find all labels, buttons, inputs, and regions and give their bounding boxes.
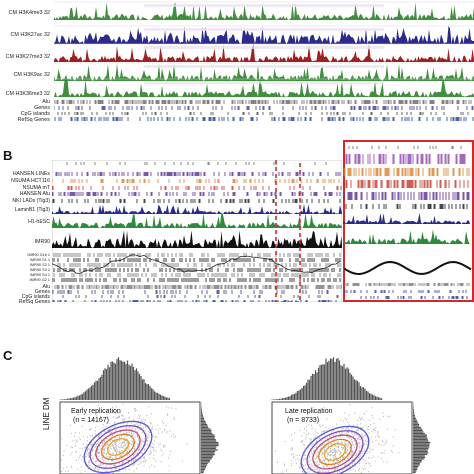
left-scatter-contour-3: [95, 429, 141, 465]
right-side-histogram: [413, 401, 431, 474]
lads-track: [52, 199, 341, 203]
alu-b-track: [54, 285, 342, 289]
zoom-mt: [345, 180, 469, 188]
hct116-track: [52, 179, 340, 183]
panel-a-tracks: [54, 1, 474, 121]
plot-left-title: Early replication: [71, 408, 121, 415]
laminb1-signal: [52, 204, 342, 214]
track-label-5: CM H3K36me3 32: [5, 91, 50, 97]
track-caption-band-3: [144, 46, 384, 49]
left-top-histogram: [59, 357, 171, 400]
panel-b-label-16: Genes: [34, 289, 50, 295]
mt-track: [52, 186, 342, 190]
left-scatter-contour-1: [83, 420, 153, 474]
panel-b-label-1: HANSEN LINEs: [12, 171, 50, 177]
lines-track: [55, 172, 341, 176]
right-scatter-contour-5: [323, 443, 347, 461]
panel-b-label-7: H1-hESC: [28, 219, 50, 225]
repli-row-5: [53, 273, 341, 277]
panel-c-letter: C: [3, 348, 13, 363]
right-scatter-frame: [271, 401, 413, 474]
panel-b-label-6: LaminB1 (Tig3): [14, 207, 50, 213]
highlight-region-box: [275, 160, 301, 302]
annot-label-refseq: RefSq Genes: [17, 117, 50, 123]
zoom-lines: [345, 154, 466, 164]
panel-b-label-17: CpG islands: [21, 294, 50, 300]
ruler-ticks: [66, 162, 327, 165]
annot-label-genes: Genes: [34, 105, 50, 111]
refseq-b-track: [52, 300, 337, 302]
panel-b: HANSEN LINEs NSUMA HCT116 NSUMA mT HANSEN A…: [0, 140, 474, 310]
cpg-track: [57, 112, 469, 115]
track-signal-2: [54, 26, 474, 44]
left-side-histogram: [201, 401, 219, 474]
panel-b-label-4: HANSEN Alu: [19, 191, 50, 197]
panel-b-label-14: IMR90 G2 1: [29, 278, 50, 282]
zoom-lads: [345, 204, 468, 209]
refseq-track: [54, 117, 474, 121]
panel-b-letter: B: [3, 148, 13, 163]
genes-b-track: [52, 290, 329, 294]
h1-hesc-signal: [52, 212, 342, 228]
panel-b-label-13: IMR90 S4 1: [29, 273, 50, 277]
zoom-alu2: [344, 283, 470, 286]
zoom-alu: [343, 192, 470, 200]
right-scatter-contour-1: [300, 425, 370, 474]
track-signal-1: [54, 2, 474, 21]
repli-row-4: [53, 268, 341, 272]
track-label-1: CM H3K4me3 32: [8, 10, 50, 16]
track-caption-band-2: [144, 28, 384, 31]
panel-b-browser: [52, 160, 342, 302]
genes-track: [54, 106, 474, 110]
alu-hansen-track: [52, 192, 341, 196]
zoom-genes: [344, 290, 467, 293]
panel-b-label-18: RefSq Genes: [18, 299, 50, 305]
plot-right-n: (n = 8733): [287, 417, 320, 424]
zoom-refseq: [360, 296, 468, 299]
track-caption-band-5: [144, 81, 384, 84]
track-label-2: CM H3K27ac 32: [10, 32, 50, 38]
panel-b-label-9: IMR90 G1b 1: [27, 253, 50, 257]
right-scatter-contour-2: [306, 430, 364, 474]
panel-b-label-11: IMR90 S2 1: [29, 263, 50, 267]
plot-right-title: Late replication: [285, 408, 333, 415]
left-scatter-contour-2: [89, 425, 147, 469]
panel-b-label-12: IMR90 S3 1: [29, 268, 50, 272]
zoom-hesc: [343, 229, 470, 244]
plot-left-n: (n = 14167): [73, 417, 109, 424]
zoom-imr90-wave: [344, 260, 472, 275]
right-scatter-contour-3: [312, 434, 358, 470]
track-caption-band-1: [144, 4, 384, 7]
track-caption-band-4: [144, 65, 384, 68]
annot-label-alu: Alu: [42, 99, 50, 105]
panel-c-scatter-plots: [59, 357, 431, 474]
alu-track: [54, 100, 472, 104]
right-scatter-contour-4: [318, 438, 352, 466]
repli-wave: [52, 254, 341, 274]
left-scatter-contour-5: [106, 438, 130, 456]
panel-b-label-3: NSUMA mT: [22, 185, 50, 191]
zoom-ruler: [348, 146, 462, 149]
cpg-b-track: [62, 295, 339, 298]
panel-b-label-8: IMR90: [34, 239, 50, 245]
imr90-signal: [52, 230, 342, 248]
track-label-3: CM H3K27me3 32: [5, 54, 50, 60]
panel-b-label-10: IMR90 S1 1: [29, 258, 50, 262]
repli-row-1: [53, 253, 341, 257]
left-scatter-contour-4: [101, 433, 135, 461]
panel-b-label-2: NSUMA HCT116: [11, 178, 50, 184]
zoom-laminb1: [343, 212, 470, 224]
track-signal-5: [54, 79, 474, 97]
annot-label-cpg: CpG islands: [20, 111, 50, 117]
panel-b-label-15: Alu: [42, 284, 51, 290]
panel-b-zoom-inset: [343, 140, 474, 302]
repli-row-2: [52, 258, 341, 262]
right-top-histogram: [271, 357, 383, 400]
repli-row-6: [52, 278, 341, 282]
zoom-hct: [343, 168, 470, 176]
panel-a: CM H3K4me3 32 CM H3K27ac 32 CM H3K27me3 …: [0, 0, 474, 123]
panel-b-label-5: NKI LADs (Tig3): [12, 198, 50, 204]
track-label-4: CM H3K9ac 32: [13, 72, 50, 78]
repli-row-3: [52, 263, 341, 267]
